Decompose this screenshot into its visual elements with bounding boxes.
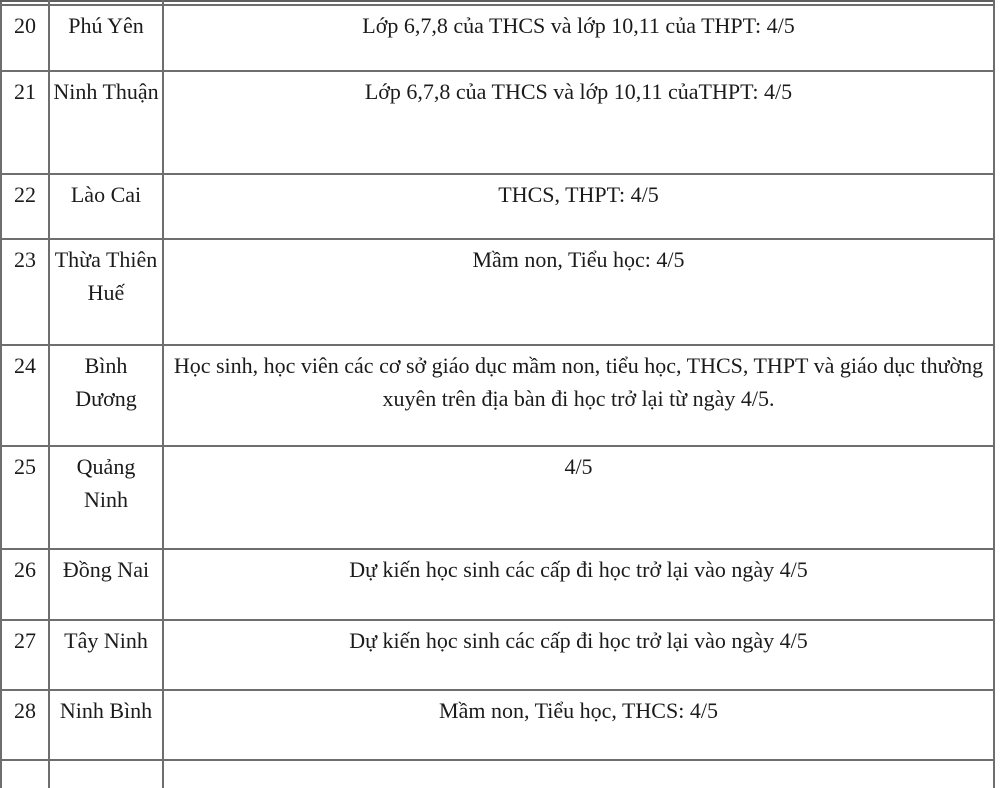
row-number-cell: 22 xyxy=(0,173,50,240)
province-cell: Đồng Nai xyxy=(48,548,164,621)
province-cell: Ninh Bình xyxy=(48,689,164,761)
table-row: 26 Đồng Nai Dự kiến học sinh các cấp đi … xyxy=(0,548,995,621)
province-cell: Lào Cai xyxy=(48,173,164,240)
row-number-cell: 20 xyxy=(0,4,50,72)
partial-row-bottom xyxy=(0,759,995,788)
detail-cell: Mầm non, Tiểu học, THCS: 4/5 xyxy=(162,689,995,761)
detail-cell: Lớp 6,7,8 của THCS và lớp 10,11 củaTHPT:… xyxy=(162,70,995,175)
partial-cell-province xyxy=(48,759,164,788)
table-row: 25 Quảng Ninh 4/5 xyxy=(0,445,995,550)
partial-row-top xyxy=(0,0,995,6)
row-number-cell: 25 xyxy=(0,445,50,550)
detail-cell: Lớp 6,7,8 của THCS và lớp 10,11 của THPT… xyxy=(162,4,995,72)
province-cell: Thừa Thiên Huế xyxy=(48,238,164,346)
table-row: 21 Ninh Thuận Lớp 6,7,8 của THCS và lớp … xyxy=(0,70,995,175)
table-row: 23 Thừa Thiên Huế Mầm non, Tiểu học: 4/5 xyxy=(0,238,995,346)
province-cell: Quảng Ninh xyxy=(48,445,164,550)
province-cell: Bình Dương xyxy=(48,344,164,447)
detail-cell: Học sinh, học viên các cơ sở giáo dục mầ… xyxy=(162,344,995,447)
table-row: 22 Lào Cai THCS, THPT: 4/5 xyxy=(0,173,995,240)
detail-cell: Dự kiến học sinh các cấp đi học trở lại … xyxy=(162,619,995,691)
partial-cell-number xyxy=(0,0,50,6)
table-row: 27 Tây Ninh Dự kiến học sinh các cấp đi … xyxy=(0,619,995,691)
row-number-cell: 23 xyxy=(0,238,50,346)
detail-cell: Mầm non, Tiểu học: 4/5 xyxy=(162,238,995,346)
detail-cell: Dự kiến học sinh các cấp đi học trở lại … xyxy=(162,548,995,621)
province-cell: Phú Yên xyxy=(48,4,164,72)
partial-cell-province xyxy=(48,0,164,6)
partial-cell-number xyxy=(0,759,50,788)
row-number-cell: 27 xyxy=(0,619,50,691)
province-cell: Tây Ninh xyxy=(48,619,164,691)
detail-cell: 4/5 xyxy=(162,445,995,550)
detail-cell: THCS, THPT: 4/5 xyxy=(162,173,995,240)
table-row: 28 Ninh Bình Mầm non, Tiểu học, THCS: 4/… xyxy=(0,689,995,761)
row-number-cell: 26 xyxy=(0,548,50,621)
row-number-cell: 21 xyxy=(0,70,50,175)
row-number-cell: 24 xyxy=(0,344,50,447)
province-cell: Ninh Thuận xyxy=(48,70,164,175)
row-number-cell: 28 xyxy=(0,689,50,761)
table-row: 20 Phú Yên Lớp 6,7,8 của THCS và lớp 10,… xyxy=(0,4,995,72)
table-row: 24 Bình Dương Học sinh, học viên các cơ … xyxy=(0,344,995,447)
partial-cell-detail xyxy=(162,759,995,788)
partial-cell-detail xyxy=(162,0,995,6)
